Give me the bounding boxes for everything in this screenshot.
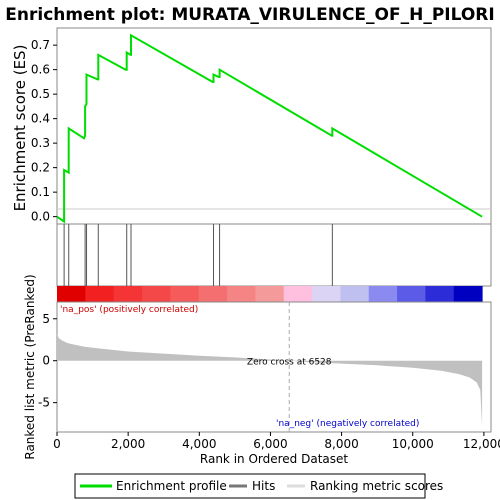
es-y-tick-label: 0.3 [31, 136, 50, 150]
ranking-bar-segment [255, 286, 285, 302]
es-y-label: Enrichment score (ES) [11, 45, 29, 212]
metric-y-tick-label: 0 [42, 354, 50, 368]
x-axis: 0 2,000 4,000 6,000 8,000 10,000 12,000 [53, 432, 500, 451]
ranking-bar-segment [142, 286, 171, 302]
x-axis-label: Rank in Ordered Dataset [200, 452, 348, 466]
x-tick-label: 10,000 [392, 437, 434, 451]
legend-box [74, 473, 426, 499]
es-y-tick-label: 0.0 [31, 210, 50, 224]
ranking-bar-segment [368, 286, 398, 302]
ranking-bar-segment [453, 286, 483, 302]
ranking-bar-segment [113, 286, 143, 302]
x-tick-label: 2,000 [111, 437, 145, 451]
hits-panel-frame [56, 223, 492, 287]
legend-enrichment-label: Enrichment profile [116, 479, 227, 493]
es-y-tick-label: 0.4 [31, 112, 50, 126]
metric-y-tick-label: 5 [42, 312, 50, 326]
ranking-metric-area [57, 333, 483, 427]
es-y-tick-label: 0.6 [31, 63, 50, 77]
es-y-tick-label: 0.5 [31, 87, 50, 101]
es-panel-frame [56, 27, 492, 225]
hits-marks [63, 224, 333, 286]
x-tick-label: 8,000 [324, 437, 358, 451]
ranking-bar-segment [283, 286, 313, 302]
chart-title: Enrichment plot: MURATA_VIRULENCE_OF_H_P… [5, 5, 494, 25]
x-tick-label: 12,000 [463, 437, 500, 451]
x-tick-label: 0 [53, 437, 61, 451]
x-tick-label: 6,000 [253, 437, 287, 451]
metric-y-label: Ranked list metric (PreRanked) [23, 274, 37, 459]
positive-correlation-label: 'na_pos' (positively correlated) [60, 305, 198, 315]
ranking-bar-segment [198, 286, 228, 302]
es-y-tick-label: 0.2 [31, 161, 50, 175]
ranking-bar-segment [227, 286, 256, 302]
ranking-bar-segment [425, 286, 455, 302]
ranking-bar-segment [312, 286, 341, 302]
ranking-color-bar [57, 286, 483, 302]
metric-y-axis: -5 0 5 [38, 312, 57, 410]
ranking-bar-segment [57, 286, 86, 302]
negative-correlation-label: 'na_neg' (negatively correlated) [276, 419, 419, 429]
legend-hits-label: Hits [252, 479, 275, 493]
es-y-tick-label: 0.7 [31, 38, 50, 52]
x-tick-label: 4,000 [182, 437, 216, 451]
zero-cross-label: Zero cross at 6528 [247, 358, 332, 368]
ranking-bar-segment [340, 286, 370, 302]
es-y-tick-label: 0.1 [31, 185, 50, 199]
ranking-bar-segment [170, 286, 200, 302]
legend: Enrichment profile Hits Ranking metric s… [74, 473, 443, 499]
ranking-bar-segment [85, 286, 115, 302]
legend-metric-label: Ranking metric scores [310, 479, 443, 493]
ranking-bar-segment [397, 286, 426, 302]
enrichment-profile-line [56, 33, 483, 224]
metric-y-tick-label: -5 [38, 396, 50, 410]
es-y-axis: 0.0 0.1 0.2 0.3 0.4 0.5 0.6 0.7 [31, 38, 57, 224]
